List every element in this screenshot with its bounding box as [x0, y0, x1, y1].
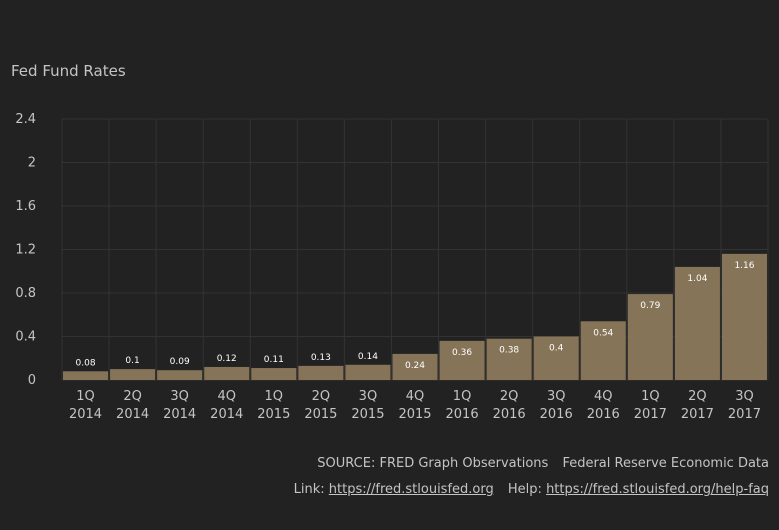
y-tick-label: 2.4 [15, 112, 36, 127]
bar-value-label: 0.79 [640, 301, 660, 311]
y-tick-label: 2 [28, 156, 36, 171]
bar-value-label: 0.11 [264, 355, 284, 365]
x-tick-label-year: 2015 [398, 407, 431, 422]
source-name: FRED Graph Observations [379, 456, 549, 471]
bar-value-label: 0.4 [549, 344, 564, 354]
bar [439, 340, 485, 380]
x-tick-label-quarter: 4Q [217, 389, 236, 404]
x-tick-label-quarter: 2Q [312, 389, 331, 404]
link-label: Link: [293, 482, 325, 497]
link-line: Link: https://fred.stlouisfed.org Help: … [294, 482, 769, 497]
x-tick-label-quarter: 1Q [76, 389, 95, 404]
x-tick-label-quarter: 3Q [547, 389, 566, 404]
x-tick-label-quarter: 1Q [453, 389, 472, 404]
bar [204, 366, 250, 380]
source-line: SOURCE: FRED Graph Observations Federal … [317, 456, 769, 471]
bar [486, 338, 532, 380]
bar [392, 353, 438, 380]
bar [157, 370, 203, 380]
x-tick-label-quarter: 3Q [735, 389, 754, 404]
x-tick-label-year: 2017 [634, 407, 667, 422]
bar [63, 371, 109, 380]
x-tick-label-quarter: 4Q [406, 389, 425, 404]
x-tick-label-year: 2015 [304, 407, 337, 422]
bar-value-label: 0.13 [311, 353, 331, 363]
x-tick-label-quarter: 1Q [641, 389, 660, 404]
bar-value-label: 0.38 [499, 346, 519, 356]
bar [627, 294, 673, 380]
x-tick-label-year: 2016 [493, 407, 526, 422]
bar [110, 369, 156, 380]
y-tick-label: 0.4 [15, 330, 36, 345]
bar [298, 365, 344, 380]
source-label: SOURCE: [317, 456, 376, 471]
x-tick-label-quarter: 4Q [594, 389, 613, 404]
x-tick-label-year: 2015 [257, 407, 290, 422]
bar-value-label: 0.24 [405, 361, 425, 371]
bar-value-label: 0.08 [76, 358, 96, 368]
x-tick-label-quarter: 2Q [500, 389, 519, 404]
bars: 0.08 0.1 0.09 0.12 0.11 0.13 0.14 0.24 0.36 0.38 0… [63, 253, 767, 380]
bar-value-label: 1.04 [687, 274, 707, 284]
bar [345, 364, 391, 380]
help-link[interactable]: https://fred.stlouisfed.org/help-faq [546, 482, 769, 497]
x-tick-label-year: 2014 [210, 407, 243, 422]
y-tick-label: 0 [28, 373, 36, 388]
bar-value-label: 0.12 [217, 354, 237, 364]
x-tick-label-year: 2017 [728, 407, 761, 422]
x-tick-label-quarter: 2Q [688, 389, 707, 404]
source-org: Federal Reserve Economic Data [562, 456, 769, 471]
x-tick-label-year: 2016 [587, 407, 620, 422]
bar-value-label: 0.54 [593, 328, 613, 338]
x-tick-label-year: 2014 [163, 407, 196, 422]
x-tick-label-quarter: 3Q [170, 389, 189, 404]
x-tick-label-year: 2016 [540, 407, 573, 422]
x-tick-label-year: 2017 [681, 407, 714, 422]
x-tick-label-year: 2014 [69, 407, 102, 422]
x-tick-label-year: 2015 [351, 407, 384, 422]
fred-link[interactable]: https://fred.stlouisfed.org [328, 482, 494, 497]
x-tick-label-quarter: 2Q [123, 389, 142, 404]
x-tick-label-quarter: 1Q [265, 389, 284, 404]
bar-value-label: 0.36 [452, 348, 472, 358]
bar [721, 253, 767, 380]
bar [251, 368, 297, 380]
bar [674, 266, 720, 380]
help-label: Help: [507, 482, 542, 497]
chart-title: Fed Fund Rates [11, 62, 126, 80]
x-tick-label-year: 2014 [116, 407, 149, 422]
bar [533, 336, 579, 380]
bar-value-label: 0.09 [170, 357, 190, 367]
x-tick-label-year: 2016 [446, 407, 479, 422]
bar [580, 321, 626, 380]
grid-lines [61, 118, 769, 381]
y-tick-label: 0.8 [15, 286, 36, 301]
y-tick-label: 1.2 [15, 243, 36, 258]
y-axis: 2.4 2 1.6 1.2 0.8 0.4 0 [15, 112, 36, 388]
bar-value-label: 1.16 [734, 261, 754, 271]
x-axis: 1Q 2014 2Q 2014 3Q 2014 4Q 2014 1Q 2015 2Q 2015 3Q 20… [69, 389, 761, 422]
bar-value-label: 0.1 [125, 356, 139, 366]
y-tick-label: 1.6 [15, 199, 36, 214]
x-tick-label-quarter: 3Q [359, 389, 378, 404]
bar-value-label: 0.14 [358, 352, 378, 362]
